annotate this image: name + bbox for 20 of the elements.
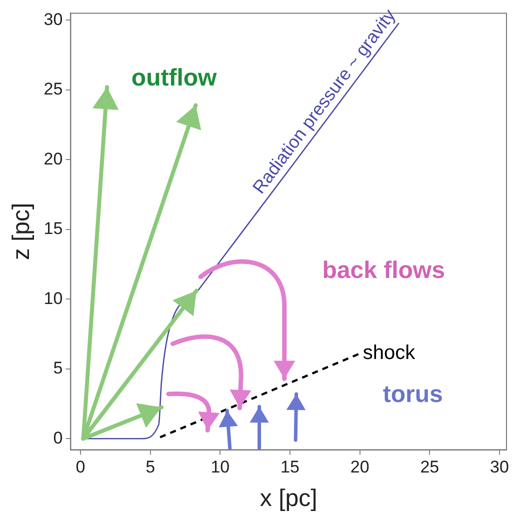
series-label: shock <box>362 342 416 364</box>
x-tick-label: 10 <box>210 458 230 477</box>
y-tick-label: 20 <box>44 149 63 168</box>
y-tick-label: 25 <box>44 80 63 99</box>
y-tick-label: 0 <box>53 428 63 448</box>
y-axis-title: z [pc] <box>8 202 36 260</box>
x-tick-label: 15 <box>280 458 300 477</box>
annotation: outflow <box>131 64 218 92</box>
x-tick-label: 25 <box>420 458 440 477</box>
x-tick-label: 0 <box>76 458 86 477</box>
y-tick-label: 15 <box>44 219 63 238</box>
y-tick-label: 5 <box>53 358 63 378</box>
x-tick-label: 5 <box>146 458 156 477</box>
annotation: back flows <box>322 256 445 284</box>
y-tick-label: 10 <box>44 288 63 308</box>
x-tick-label: 20 <box>350 458 370 477</box>
x-axis-title: x [pc] <box>260 485 318 512</box>
annotation: torus <box>382 381 443 408</box>
x-tick-label: 30 <box>490 458 509 477</box>
y-tick-label: 30 <box>44 10 63 29</box>
